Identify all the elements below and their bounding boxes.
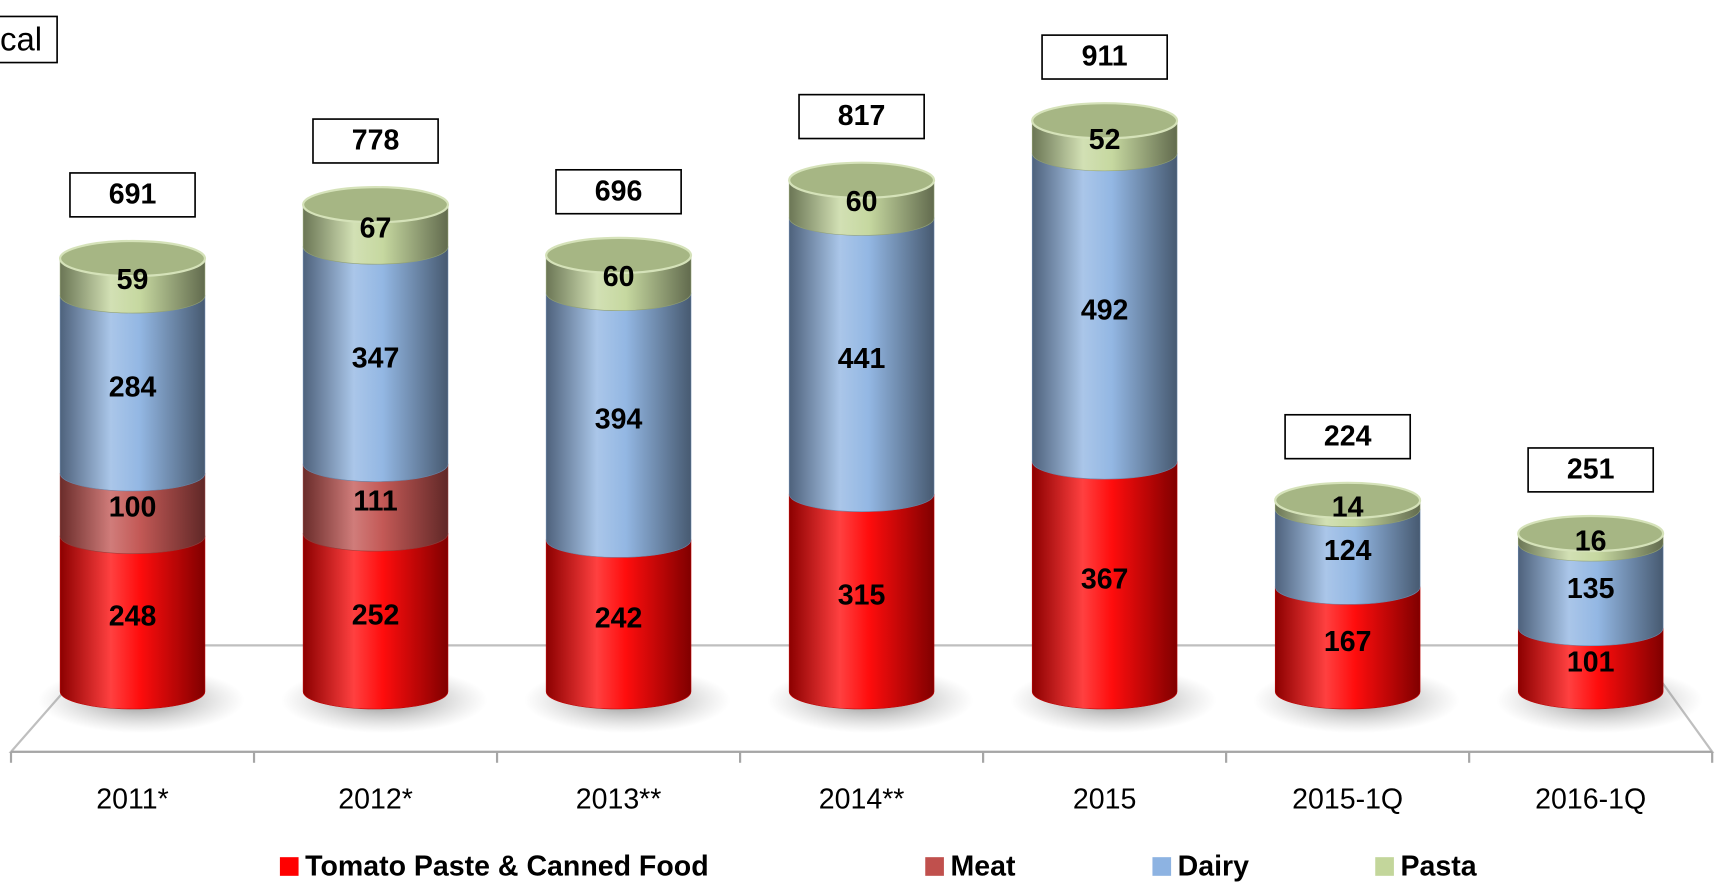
data-label: 135 bbox=[1567, 573, 1615, 605]
legend-label: Dairy bbox=[1178, 851, 1249, 883]
data-label: 124 bbox=[1324, 535, 1372, 567]
x-tick-label: 2015-1Q bbox=[1292, 784, 1403, 816]
corner-box bbox=[0, 15, 58, 64]
total-label: 778 bbox=[352, 125, 400, 157]
cylinder-segment bbox=[1031, 461, 1178, 710]
data-label: 101 bbox=[1567, 647, 1615, 679]
cylinder-segment bbox=[1274, 586, 1421, 710]
legend-swatch bbox=[925, 857, 944, 876]
data-label: 315 bbox=[838, 580, 886, 612]
legend-swatch bbox=[1152, 857, 1172, 876]
legend-swatch bbox=[279, 857, 299, 876]
x-tick-label: 2012* bbox=[338, 784, 413, 816]
total-label: 224 bbox=[1324, 420, 1372, 452]
data-label: 100 bbox=[109, 492, 157, 524]
data-label: 492 bbox=[1081, 294, 1129, 326]
cylinder-cap bbox=[302, 186, 450, 224]
total-box bbox=[1284, 413, 1412, 460]
data-label: 248 bbox=[109, 601, 157, 633]
data-label: 60 bbox=[603, 261, 635, 293]
cylinder-segment bbox=[59, 295, 206, 492]
total-label: 696 bbox=[595, 175, 643, 207]
cylinder-segment bbox=[59, 535, 206, 710]
cylinder-segment bbox=[788, 217, 935, 512]
cylinder-cap bbox=[1274, 481, 1422, 520]
data-label: 284 bbox=[109, 371, 157, 403]
data-label: 252 bbox=[352, 599, 400, 631]
data-label: 14 bbox=[1332, 492, 1364, 524]
x-tick-label: 2015 bbox=[1073, 784, 1136, 816]
cylinder-cap bbox=[545, 236, 693, 275]
cylinder-segment bbox=[788, 493, 935, 710]
total-box bbox=[1527, 447, 1655, 493]
cylinder-segment bbox=[302, 463, 449, 552]
cylinder-segment bbox=[1517, 627, 1664, 710]
legend-label: Meat bbox=[950, 851, 1015, 883]
total-box bbox=[798, 93, 925, 140]
total-label: 251 bbox=[1567, 454, 1615, 486]
cylinder-cap bbox=[1031, 102, 1179, 140]
x-tick-label: 2011* bbox=[96, 784, 168, 816]
cylinder-cap bbox=[1517, 514, 1665, 553]
total-label: 911 bbox=[1082, 41, 1128, 73]
data-label: 394 bbox=[595, 403, 643, 435]
total-box bbox=[1041, 34, 1169, 80]
total-label: 817 bbox=[838, 100, 886, 132]
legend-label: Tomato Paste & Canned Food bbox=[305, 851, 708, 883]
x-tick-label: 2014** bbox=[819, 784, 905, 816]
cylinder-segment bbox=[1517, 543, 1664, 646]
data-label: 367 bbox=[1081, 563, 1129, 595]
legend-label: Pasta bbox=[1400, 851, 1477, 883]
data-label: 167 bbox=[1324, 626, 1372, 658]
x-tick-label: 2013** bbox=[576, 784, 662, 816]
cylinder-segment bbox=[1031, 153, 1178, 480]
data-label: 59 bbox=[117, 264, 149, 296]
data-label: 16 bbox=[1575, 526, 1607, 558]
total-box bbox=[312, 118, 439, 164]
total-box bbox=[555, 168, 682, 215]
total-box bbox=[69, 172, 196, 218]
cylinder-segment bbox=[1274, 508, 1421, 605]
data-label: 441 bbox=[838, 343, 886, 375]
total-label: 691 bbox=[109, 179, 157, 211]
x-tick-label: 2016-1Q bbox=[1535, 784, 1646, 816]
data-label: 60 bbox=[846, 186, 878, 218]
data-label: 52 bbox=[1089, 124, 1121, 156]
cylinder-segment bbox=[545, 292, 692, 558]
cylinder-segment bbox=[302, 246, 449, 482]
corner-label: cal bbox=[0, 20, 42, 57]
data-label: 242 bbox=[595, 603, 643, 635]
cylinder-segment bbox=[59, 473, 206, 554]
legend-swatch bbox=[1375, 857, 1394, 876]
cylinder-cap bbox=[58, 239, 207, 278]
data-label: 111 bbox=[353, 486, 398, 518]
data-label: 347 bbox=[352, 342, 400, 374]
data-label: 67 bbox=[360, 213, 392, 245]
cylinder-segment bbox=[302, 533, 449, 710]
cylinder-cap bbox=[788, 161, 936, 199]
cylinder-segment bbox=[545, 539, 692, 710]
